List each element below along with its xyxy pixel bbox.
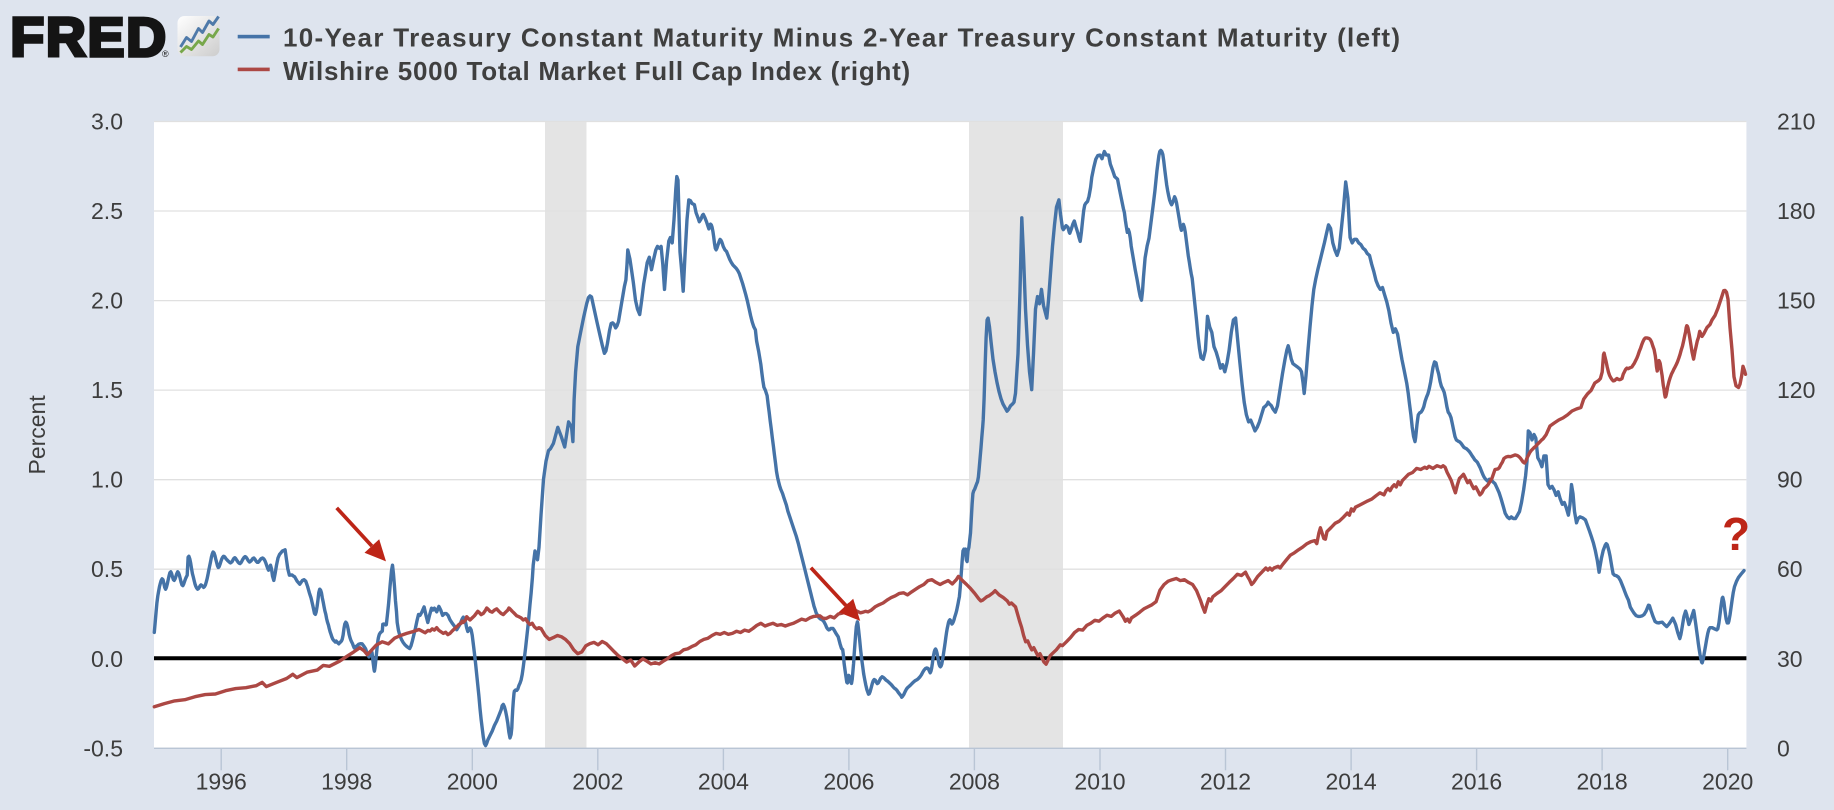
svg-text:2004: 2004 — [698, 769, 749, 795]
svg-text:2014: 2014 — [1326, 769, 1377, 795]
svg-text:120: 120 — [1777, 377, 1815, 403]
svg-text:2012: 2012 — [1200, 769, 1251, 795]
svg-text:-0.5: -0.5 — [83, 735, 123, 761]
svg-text:60: 60 — [1777, 556, 1803, 582]
svg-text:2006: 2006 — [823, 769, 874, 795]
svg-text:Wilshire 5000 Total Market Ful: Wilshire 5000 Total Market Full Cap Inde… — [283, 56, 911, 86]
svg-text:2000: 2000 — [447, 769, 498, 795]
svg-text:2016: 2016 — [1451, 769, 1502, 795]
svg-text:2.5: 2.5 — [91, 198, 123, 224]
svg-text:2008: 2008 — [949, 769, 1000, 795]
svg-text:0.0: 0.0 — [91, 646, 123, 672]
svg-text:1.0: 1.0 — [91, 467, 123, 493]
svg-text:150: 150 — [1777, 288, 1815, 314]
svg-text:®: ® — [162, 49, 169, 59]
svg-text:210: 210 — [1777, 109, 1815, 135]
svg-text:Percent: Percent — [24, 395, 50, 475]
svg-text:2002: 2002 — [572, 769, 623, 795]
svg-text:0: 0 — [1777, 735, 1790, 761]
svg-text:90: 90 — [1777, 467, 1803, 493]
svg-text:2.0: 2.0 — [91, 288, 123, 314]
svg-text:30: 30 — [1777, 646, 1803, 672]
svg-text:?: ? — [1722, 508, 1750, 560]
svg-text:FRED: FRED — [11, 6, 168, 68]
svg-text:1996: 1996 — [196, 769, 247, 795]
svg-text:10-Year Treasury Constant Matu: 10-Year Treasury Constant Maturity Minus… — [283, 23, 1401, 53]
svg-text:2020: 2020 — [1702, 769, 1753, 795]
svg-text:0.5: 0.5 — [91, 556, 123, 582]
svg-text:180: 180 — [1777, 198, 1815, 224]
svg-text:3.0: 3.0 — [91, 109, 123, 135]
svg-text:2018: 2018 — [1577, 769, 1628, 795]
svg-text:1998: 1998 — [321, 769, 372, 795]
svg-text:2010: 2010 — [1074, 769, 1125, 795]
svg-text:1.5: 1.5 — [91, 377, 123, 403]
